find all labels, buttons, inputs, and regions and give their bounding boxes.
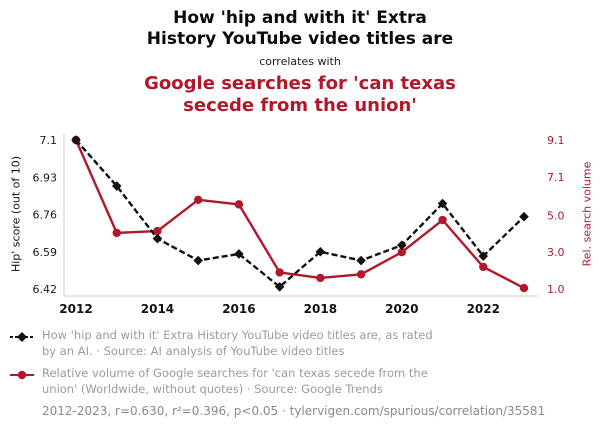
right-tick-label: 3.0: [547, 246, 565, 259]
right-axis-title: Rel. search volume: [580, 161, 594, 267]
x-tick-label: 2014: [141, 302, 174, 316]
x-tick-label: 2012: [59, 302, 92, 316]
hip-score-marker: [478, 251, 489, 261]
hip-score-marker: [315, 246, 326, 257]
left-tick-label: 6.76: [33, 209, 58, 222]
legend: How 'hip and with it' Extra History YouT…: [10, 328, 592, 418]
chart-area: 6.42 6.59 6.76 6.93 7.1 1.0 3.0 5.0 7.1 9.1 2012 20…: [0, 128, 600, 324]
hip-score-marker: [274, 282, 285, 292]
texas-secede-searches-marker: [438, 215, 447, 225]
texas-secede-searches-marker: [275, 268, 284, 277]
diamond-marker-icon: [10, 332, 34, 342]
legend-item-hip-score: How 'hip and with it' Extra History YouT…: [10, 328, 592, 359]
left-tick-label: 6.93: [33, 171, 58, 184]
legend-item-search-volume: Relative volume of Google searches for '…: [10, 366, 592, 397]
x-tick-label: 2016: [222, 302, 255, 316]
legend-text-search-volume: Relative volume of Google searches for '…: [42, 366, 428, 396]
texas-secede-searches-marker: [193, 195, 203, 204]
texas-secede-searches-marker: [397, 248, 407, 257]
hip-score-marker: [519, 211, 529, 222]
texas-secede-searches-marker: [519, 283, 529, 293]
right-tick-label: 7.1: [547, 171, 565, 184]
title-secondary: Google searches for 'can texas secede fr…: [144, 73, 456, 116]
chart-svg: 6.42 6.59 6.76 6.93 7.1 1.0 3.0 5.0 7.1 9.1 2012 20…: [33, 134, 565, 316]
hip-score-line: [75, 139, 525, 289]
left-axis-title: Hip' score (out of 10): [9, 155, 23, 273]
x-tick-label: 2020: [385, 302, 418, 316]
legend-text-hip-score: How 'hip and with it' Extra History YouT…: [42, 328, 433, 358]
left-tick-label: 7.1: [40, 134, 58, 147]
hip-score-marker: [111, 181, 122, 191]
texas-secede-searches-line: [74, 139, 525, 290]
title-primary: How 'hip and with it' Extra History YouT…: [146, 8, 454, 50]
texas-secede-searches-marker: [153, 226, 162, 236]
x-tick-label: 2022: [467, 302, 500, 316]
hip-score-marker: [193, 255, 203, 266]
texas-secede-searches-marker: [112, 228, 121, 238]
texas-secede-searches-marker: [316, 273, 325, 283]
x-tick-label: 2018: [304, 302, 337, 316]
left-tick-label: 6.59: [33, 246, 58, 259]
texas-secede-searches-marker: [356, 270, 366, 279]
hip-score-marker: [356, 255, 366, 266]
right-tick-label: 5.0: [547, 209, 565, 222]
right-tick-label: 9.1: [547, 134, 565, 147]
stats-footer: 2012-2023, r=0.630, r²=0.396, p<0.05 · t…: [42, 404, 546, 419]
texas-secede-searches-marker: [234, 200, 244, 209]
texas-secede-searches-marker: [479, 262, 488, 272]
hip-score-marker: [234, 249, 244, 259]
right-tick-label: 1.0: [547, 283, 565, 296]
hip-score-marker: [152, 233, 163, 244]
hip-score-marker: [71, 135, 81, 145]
title-connector: correlates with: [259, 55, 341, 68]
circle-marker-icon: [10, 370, 34, 380]
left-tick-label: 6.42: [33, 283, 58, 296]
